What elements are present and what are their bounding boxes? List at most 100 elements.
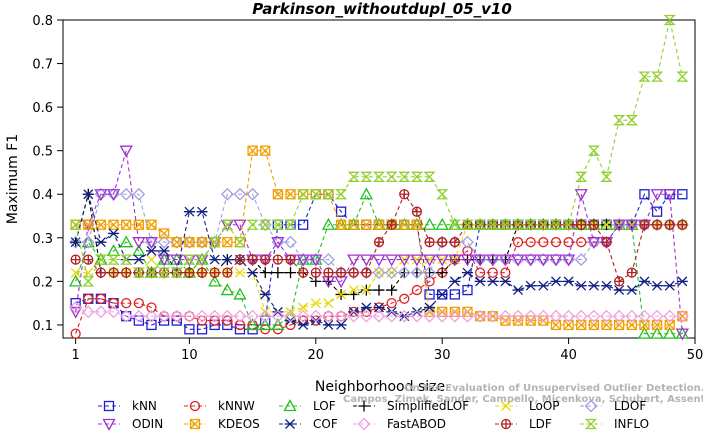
- legend-swatch-marker: [357, 417, 371, 431]
- data-point-cof: [145, 245, 157, 256]
- data-point-fastabod: [334, 309, 348, 323]
- series-line-ldof: [75, 193, 683, 274]
- data-point-inflo: [360, 171, 373, 182]
- data-point-cof: [575, 280, 587, 291]
- data-point-inflo: [94, 254, 107, 265]
- data-point-inflo: [284, 219, 297, 230]
- legend-item-knn: kNN: [98, 399, 157, 413]
- data-point-odin: [359, 254, 373, 267]
- data-point-ldof: [372, 266, 386, 280]
- data-point-inflo: [676, 71, 689, 82]
- data-point-kdeos: [651, 319, 663, 331]
- y-tick-label: 0.5: [32, 145, 53, 160]
- data-point-loop: [323, 298, 334, 309]
- data-point-cof: [386, 306, 398, 317]
- data-point-inflo: [347, 171, 360, 182]
- y-tick-label: 0.6: [32, 101, 53, 116]
- data-point-ldf: [222, 267, 233, 278]
- y-tick-label: 0.4: [32, 188, 53, 203]
- chart-title: Parkinson_withoutdupl_05_v10: [252, 0, 512, 18]
- data-point-inflo: [208, 237, 221, 248]
- data-point-loop: [310, 298, 321, 309]
- data-point-inflo: [638, 71, 651, 82]
- credit-authors: Campos, Zimek, Sander, Campello, Micenko…: [343, 394, 703, 405]
- data-point-cof: [373, 302, 385, 313]
- data-point-lof: [132, 244, 146, 257]
- data-point-fastabod: [600, 309, 613, 323]
- data-point-fastabod: [69, 301, 83, 314]
- data-point-fastabod: [119, 309, 133, 323]
- data-point-cof: [474, 276, 486, 287]
- data-point-odin: [587, 237, 601, 250]
- data-point-fastabod: [625, 309, 639, 323]
- series-layer: [69, 14, 689, 341]
- data-point-odin: [536, 254, 550, 267]
- data-point-fastabod: [208, 309, 222, 323]
- data-point-knn: [146, 319, 157, 331]
- data-point-ldof: [461, 235, 474, 249]
- credit-citation: On the Evaluation of Unsupervised Outlie…: [404, 383, 703, 394]
- data-point-ldf: [588, 219, 600, 230]
- data-point-simplifiedlof: [272, 267, 284, 279]
- data-point-inflo: [474, 219, 487, 230]
- x-axis-title: Neighborhood size: [315, 379, 445, 395]
- data-point-ldf: [576, 219, 587, 230]
- data-point-inflo: [575, 171, 588, 182]
- legend-label: ODIN: [132, 417, 163, 431]
- data-point-cof: [550, 276, 562, 287]
- data-point-knn: [449, 289, 460, 300]
- data-point-lof: [435, 217, 449, 230]
- data-point-simplifiedlof: [386, 284, 398, 296]
- data-point-ldf: [121, 267, 132, 278]
- data-point-odin: [435, 254, 449, 267]
- data-point-loop: [411, 254, 422, 265]
- data-point-inflo: [486, 219, 499, 230]
- series-line-fastabod: [75, 306, 683, 317]
- data-point-kdeos: [361, 219, 372, 230]
- data-point-fastabod: [435, 309, 449, 323]
- data-point-loop: [260, 306, 271, 317]
- data-point-inflo: [82, 276, 95, 287]
- data-point-kdeos: [500, 315, 511, 326]
- data-point-fastabod: [498, 309, 512, 323]
- data-point-lof: [650, 326, 664, 339]
- data-point-kdeos: [639, 319, 650, 331]
- y-tick-label: 0.3: [32, 232, 53, 247]
- data-point-kdeos: [626, 319, 637, 331]
- data-point-lof: [233, 287, 247, 300]
- data-point-ldof: [233, 187, 247, 201]
- data-point-ldof: [258, 218, 272, 232]
- data-point-knn: [677, 189, 688, 200]
- data-point-odin: [69, 306, 83, 319]
- data-point-odin: [106, 189, 121, 202]
- data-point-cof: [335, 319, 347, 330]
- data-point-odin: [385, 254, 399, 267]
- data-point-loop: [298, 302, 309, 313]
- data-point-odin: [625, 219, 639, 232]
- data-point-ldof: [284, 235, 297, 249]
- data-point-kdeos: [588, 319, 600, 331]
- data-point-loop: [235, 267, 245, 278]
- legend-swatch-marker: [584, 399, 598, 413]
- data-point-ldof: [397, 266, 411, 280]
- data-point-fastabod: [461, 309, 474, 323]
- data-point-fastabod: [94, 305, 108, 319]
- data-point-odin: [612, 219, 626, 232]
- data-point-odin: [94, 189, 108, 202]
- x-tick-label: 30: [434, 348, 451, 363]
- data-point-ldf: [677, 219, 688, 230]
- plot-frame: [62, 19, 696, 339]
- series-inflo: [69, 14, 689, 287]
- data-point-fastabod: [511, 309, 525, 323]
- legend-swatch-marker: [189, 400, 201, 412]
- legend-item-kdeos: KDEOS: [184, 417, 260, 431]
- data-point-loop: [424, 254, 435, 265]
- data-point-ldf: [601, 237, 612, 248]
- data-point-ldof: [170, 235, 184, 249]
- data-point-fastabod: [246, 309, 260, 323]
- data-point-ldof: [157, 235, 171, 249]
- data-point-kdeos: [121, 219, 132, 230]
- y-axis: 0.1 0.2 0.3 0.4 0.5 0.6 0.7 0.8: [32, 14, 63, 334]
- data-point-kdeos: [108, 219, 119, 230]
